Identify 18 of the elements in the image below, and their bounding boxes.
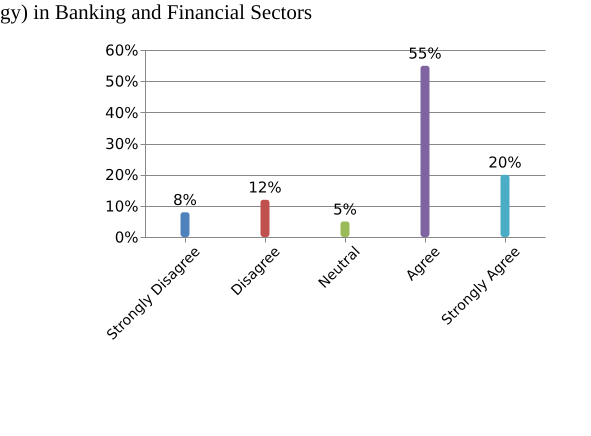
data-label: 8% xyxy=(173,191,197,210)
y-tick-label: 40% xyxy=(105,104,138,122)
bar xyxy=(500,174,510,237)
y-tick-label: 20% xyxy=(105,166,138,184)
data-label: 12% xyxy=(248,178,282,197)
bar xyxy=(180,212,190,237)
y-tick-label: 10% xyxy=(105,197,138,216)
bar xyxy=(340,221,350,237)
y-tick-label: 50% xyxy=(105,72,138,91)
y-tick-label: 60% xyxy=(105,42,138,60)
data-label: 5% xyxy=(333,200,357,218)
y-tick-label: 30% xyxy=(105,135,138,153)
data-label: 55% xyxy=(408,44,442,63)
chart-title: gy) in Banking and Financial Sectors xyxy=(0,0,312,24)
data-label: 20% xyxy=(488,154,522,172)
bar xyxy=(420,66,430,237)
y-tick-label: 0% xyxy=(114,228,138,246)
bar xyxy=(260,200,270,237)
